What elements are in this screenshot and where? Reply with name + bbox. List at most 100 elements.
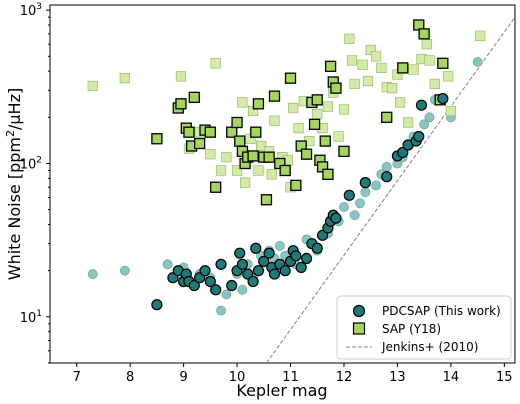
pdcsap-point bbox=[258, 255, 270, 267]
sap-point bbox=[210, 181, 222, 193]
pdcsap-faint-point bbox=[360, 187, 371, 198]
pdcsap-point bbox=[397, 146, 409, 159]
sap-point bbox=[247, 150, 259, 162]
pdcsap-point bbox=[215, 258, 227, 270]
pdcsap-faint-point bbox=[87, 269, 98, 279]
sap-faint-point bbox=[210, 58, 221, 69]
pdcsap-point bbox=[311, 242, 323, 254]
pdcsap-point bbox=[210, 284, 222, 296]
pdcsap-faint-point bbox=[424, 112, 435, 123]
pdcsap-point bbox=[188, 279, 200, 292]
pdcsap-point bbox=[415, 99, 428, 111]
sap-point bbox=[260, 194, 273, 206]
pdcsap-faint-point bbox=[221, 289, 232, 300]
sap-faint-point bbox=[293, 123, 304, 134]
sap-faint-point bbox=[288, 102, 299, 114]
pdcsap-point bbox=[226, 279, 238, 292]
pdcsap-point bbox=[252, 265, 265, 277]
plot-frame bbox=[49, 4, 516, 364]
sap-faint-point bbox=[403, 117, 414, 128]
sap-point bbox=[268, 90, 281, 102]
sap-point bbox=[308, 118, 321, 130]
legend-sap-marker bbox=[352, 322, 366, 335]
sap-faint-point bbox=[445, 105, 456, 117]
x-ticks: 7 8 9 10 11 12 13 14 15 bbox=[73, 363, 513, 385]
sap-point bbox=[194, 137, 206, 150]
pdcsap-point bbox=[234, 247, 246, 259]
sap-faint-point bbox=[362, 75, 374, 87]
legend-pdcsap-label: PDCSAP (This work) bbox=[382, 304, 501, 318]
sap-point bbox=[290, 179, 302, 192]
sap-faint-point bbox=[333, 131, 344, 142]
sap-faint-point bbox=[221, 152, 232, 163]
sap-faint-point bbox=[357, 59, 368, 70]
pdcsap-faint-point bbox=[237, 284, 248, 295]
pdcsap-point bbox=[330, 212, 342, 224]
jenkins-series bbox=[266, 16, 515, 363]
pdcsap-point bbox=[250, 242, 262, 254]
legend-box bbox=[336, 295, 512, 360]
sap-faint-point bbox=[87, 80, 98, 92]
legend: PDCSAP (This work) SAP (Y18) Jenkins+ (2… bbox=[336, 295, 512, 360]
sap-point bbox=[175, 98, 187, 110]
sap-faint-point bbox=[269, 115, 280, 126]
pdcsap-faint-point bbox=[355, 198, 365, 209]
sap-faint-point bbox=[365, 44, 376, 56]
pdcsap-point bbox=[413, 130, 425, 143]
pdcsap-point bbox=[359, 177, 371, 189]
sap-point bbox=[263, 151, 275, 163]
pdcsap-faint-point bbox=[216, 305, 226, 316]
pdcsap-faint-point bbox=[349, 210, 360, 221]
pdcsap-point bbox=[151, 299, 163, 311]
pdcsap-point bbox=[300, 252, 313, 265]
sap-faint-point bbox=[322, 101, 334, 112]
sap-point bbox=[381, 111, 393, 123]
faint-points bbox=[87, 30, 486, 316]
x-tick-label: 15 bbox=[496, 370, 513, 385]
pdcsap-point bbox=[295, 261, 307, 274]
sap-point bbox=[330, 82, 342, 94]
sap-point bbox=[437, 57, 449, 69]
y-ticks: 101 102 103 bbox=[20, 2, 50, 364]
x-tick-label: 10 bbox=[229, 370, 246, 385]
y-tick-label: 101 bbox=[20, 309, 42, 326]
sap-point bbox=[338, 145, 350, 157]
pdcsap-point bbox=[279, 265, 291, 277]
jenkins-line bbox=[266, 16, 515, 363]
sap-faint-point bbox=[266, 169, 277, 180]
sap-point bbox=[284, 72, 297, 84]
sap-point bbox=[204, 126, 216, 138]
sap-faint-point bbox=[119, 73, 130, 84]
sap-point bbox=[311, 94, 323, 106]
sap-faint-point bbox=[231, 165, 243, 176]
sap-faint-point bbox=[338, 104, 350, 115]
sap-faint-point bbox=[394, 97, 406, 108]
pdcsap-point bbox=[204, 275, 216, 288]
sap-faint-point bbox=[424, 55, 435, 66]
pdcsap-point bbox=[290, 250, 302, 262]
sap-faint-point bbox=[312, 108, 323, 120]
pdcsap-point bbox=[343, 189, 355, 201]
legend-pdcsap-marker bbox=[352, 304, 366, 318]
sap-point bbox=[322, 168, 334, 180]
sap-faint-point bbox=[256, 140, 267, 152]
pdcsap-faint-point bbox=[419, 119, 430, 130]
sap-point bbox=[252, 98, 265, 110]
sap-faint-point bbox=[429, 78, 440, 90]
pdcsap-point bbox=[199, 265, 211, 277]
sap-point bbox=[319, 135, 331, 147]
x-tick-label: 7 bbox=[73, 370, 81, 385]
sap-point bbox=[250, 126, 262, 138]
sap-point bbox=[279, 164, 291, 177]
sap-faint-point bbox=[346, 55, 358, 66]
pdcsap-faint-point bbox=[371, 180, 381, 191]
legend-sap-label: SAP (Y18) bbox=[382, 322, 441, 336]
sap-point bbox=[300, 148, 313, 160]
pdcsap-faint-point bbox=[162, 259, 173, 270]
sap-faint-point bbox=[215, 165, 227, 176]
sap-point bbox=[231, 116, 243, 129]
sap-faint-point bbox=[408, 64, 419, 75]
sap-faint-point bbox=[205, 149, 216, 160]
plot-area bbox=[87, 16, 515, 363]
